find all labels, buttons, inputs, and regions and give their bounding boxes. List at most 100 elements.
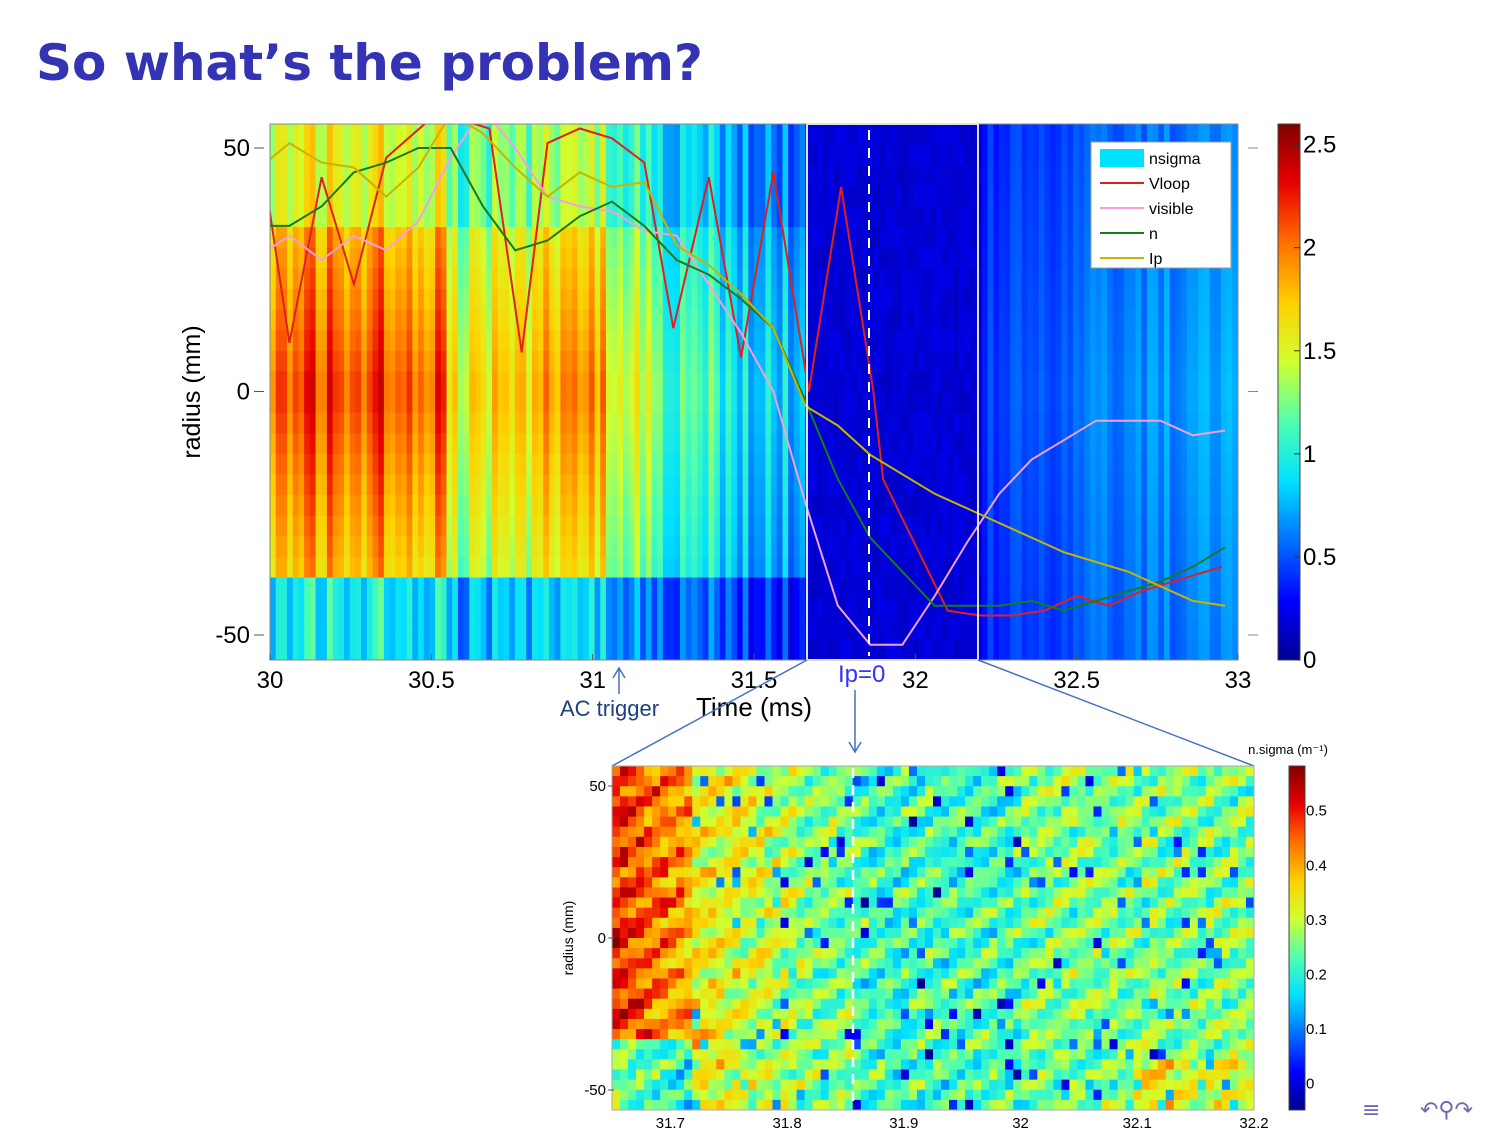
main-heatmap-cell	[1203, 392, 1211, 414]
main-heatmap-cell	[1084, 206, 1091, 228]
main-heatmap-cell	[605, 288, 613, 311]
main-heatmap-cell	[531, 165, 539, 187]
main-heatmap-cell	[1067, 350, 1074, 372]
main-heatmap-cell	[452, 185, 459, 208]
main-heatmap-cell	[799, 371, 806, 393]
main-heatmap-cell	[389, 227, 396, 249]
main-heatmap-cell	[993, 556, 1000, 579]
zoom-heatmap-cell	[628, 1018, 637, 1030]
zoom-heatmap-cell	[668, 816, 677, 828]
main-heatmap-cell	[560, 412, 567, 434]
main-heatmap-cell	[623, 495, 630, 517]
main-heatmap-cell	[440, 536, 448, 558]
zoom-heatmap-cell	[676, 776, 685, 787]
main-heatmap-cell	[941, 577, 949, 599]
main-heatmap-cell	[788, 350, 795, 372]
zoom-heatmap-cell	[668, 877, 677, 889]
main-heatmap-cell	[514, 598, 522, 620]
main-heatmap-cell	[645, 639, 653, 660]
main-heatmap-cell	[953, 268, 960, 290]
main-heatmap-cell	[429, 350, 436, 372]
zoom-heatmap-cell	[708, 917, 717, 929]
main-heatmap-cell	[839, 144, 846, 166]
main-heatmap-cell	[332, 330, 339, 352]
main-heatmap-cell	[936, 598, 943, 620]
main-heatmap-cell	[924, 639, 932, 660]
series-line-vloop	[270, 124, 1223, 617]
main-heatmap-cell	[1192, 124, 1199, 146]
main-heatmap-cell	[326, 288, 334, 311]
main-heatmap-cell	[469, 288, 476, 311]
main-heatmap-cell	[1175, 412, 1182, 434]
main-heatmap-cell	[702, 309, 710, 331]
main-heatmap-cell	[1163, 288, 1171, 311]
main-heatmap-cell	[304, 206, 311, 228]
main-heatmap-cell	[976, 474, 983, 496]
main-heatmap-cell	[1015, 268, 1023, 290]
main-heatmap-cell	[549, 453, 556, 476]
main-heatmap-cell	[1192, 392, 1199, 414]
main-heatmap-cell	[1146, 392, 1154, 414]
main-heatmap-cell	[862, 309, 869, 331]
main-heatmap-cell	[970, 371, 977, 393]
main-heatmap-cell	[537, 330, 544, 352]
main-heatmap-cell	[594, 185, 601, 208]
main-heatmap-cell	[1010, 371, 1017, 393]
main-heatmap-cell	[1084, 598, 1091, 620]
main-heatmap-cell	[765, 412, 772, 434]
main-heatmap-cell	[1118, 268, 1125, 290]
main-heatmap-cell	[754, 227, 761, 249]
main-heatmap-cell	[270, 556, 277, 579]
main-heatmap-cell	[594, 350, 601, 372]
zoom-heatmap-cell	[620, 836, 629, 848]
main-heatmap-cell	[1192, 495, 1199, 517]
main-heatmap-cell	[924, 330, 932, 352]
main-heatmap-cell	[326, 515, 334, 537]
main-heatmap-cell	[1152, 577, 1159, 599]
main-heatmap-cell	[497, 536, 505, 558]
main-heatmap-cell	[309, 288, 317, 311]
main-heatmap-cell	[600, 515, 607, 537]
x-tick-label: 30.5	[408, 667, 455, 694]
main-heatmap-cell	[725, 309, 732, 331]
main-heatmap-cell	[583, 556, 590, 579]
main-heatmap-cell	[993, 268, 1000, 290]
main-heatmap-cell	[697, 556, 704, 579]
main-heatmap-cell	[452, 165, 459, 187]
main-heatmap-cell	[383, 165, 391, 187]
main-heatmap-cell	[332, 124, 339, 146]
main-heatmap-cell	[805, 433, 812, 455]
main-heatmap-cell	[617, 144, 624, 166]
main-heatmap-cell	[662, 144, 670, 166]
main-heatmap-cell	[503, 309, 510, 331]
main-heatmap-cell	[400, 330, 408, 352]
main-heatmap-cell	[645, 453, 653, 476]
main-heatmap-cell	[366, 185, 374, 208]
main-heatmap-cell	[759, 247, 766, 269]
main-heatmap-cell	[731, 268, 738, 290]
main-heatmap-cell	[845, 556, 852, 579]
main-heatmap-cell	[981, 247, 989, 269]
main-heatmap-cell	[993, 227, 1000, 249]
main-heatmap-cell	[366, 536, 374, 558]
main-heatmap-cell	[349, 309, 357, 331]
zoom-heatmap-cell	[692, 1079, 701, 1091]
main-heatmap-cell	[600, 227, 607, 249]
main-heatmap-cell	[457, 144, 465, 166]
main-heatmap-cell	[805, 556, 812, 579]
main-heatmap-cell	[947, 165, 954, 187]
main-heatmap-cell	[1067, 227, 1074, 249]
main-heatmap-cell	[902, 474, 909, 496]
main-heatmap-cell	[873, 495, 880, 517]
main-heatmap-cell	[1192, 268, 1199, 290]
main-heatmap-cell	[697, 495, 704, 517]
main-heatmap-cell	[919, 598, 926, 620]
main-heatmap-cell	[492, 288, 499, 311]
main-heatmap-cell	[1107, 433, 1114, 455]
main-heatmap-cell	[839, 433, 846, 455]
main-heatmap-cell	[697, 350, 704, 372]
main-heatmap-cell	[782, 350, 789, 372]
main-heatmap-cell	[457, 618, 465, 640]
main-heatmap-cell	[1095, 288, 1102, 311]
main-heatmap-cell	[793, 124, 801, 146]
